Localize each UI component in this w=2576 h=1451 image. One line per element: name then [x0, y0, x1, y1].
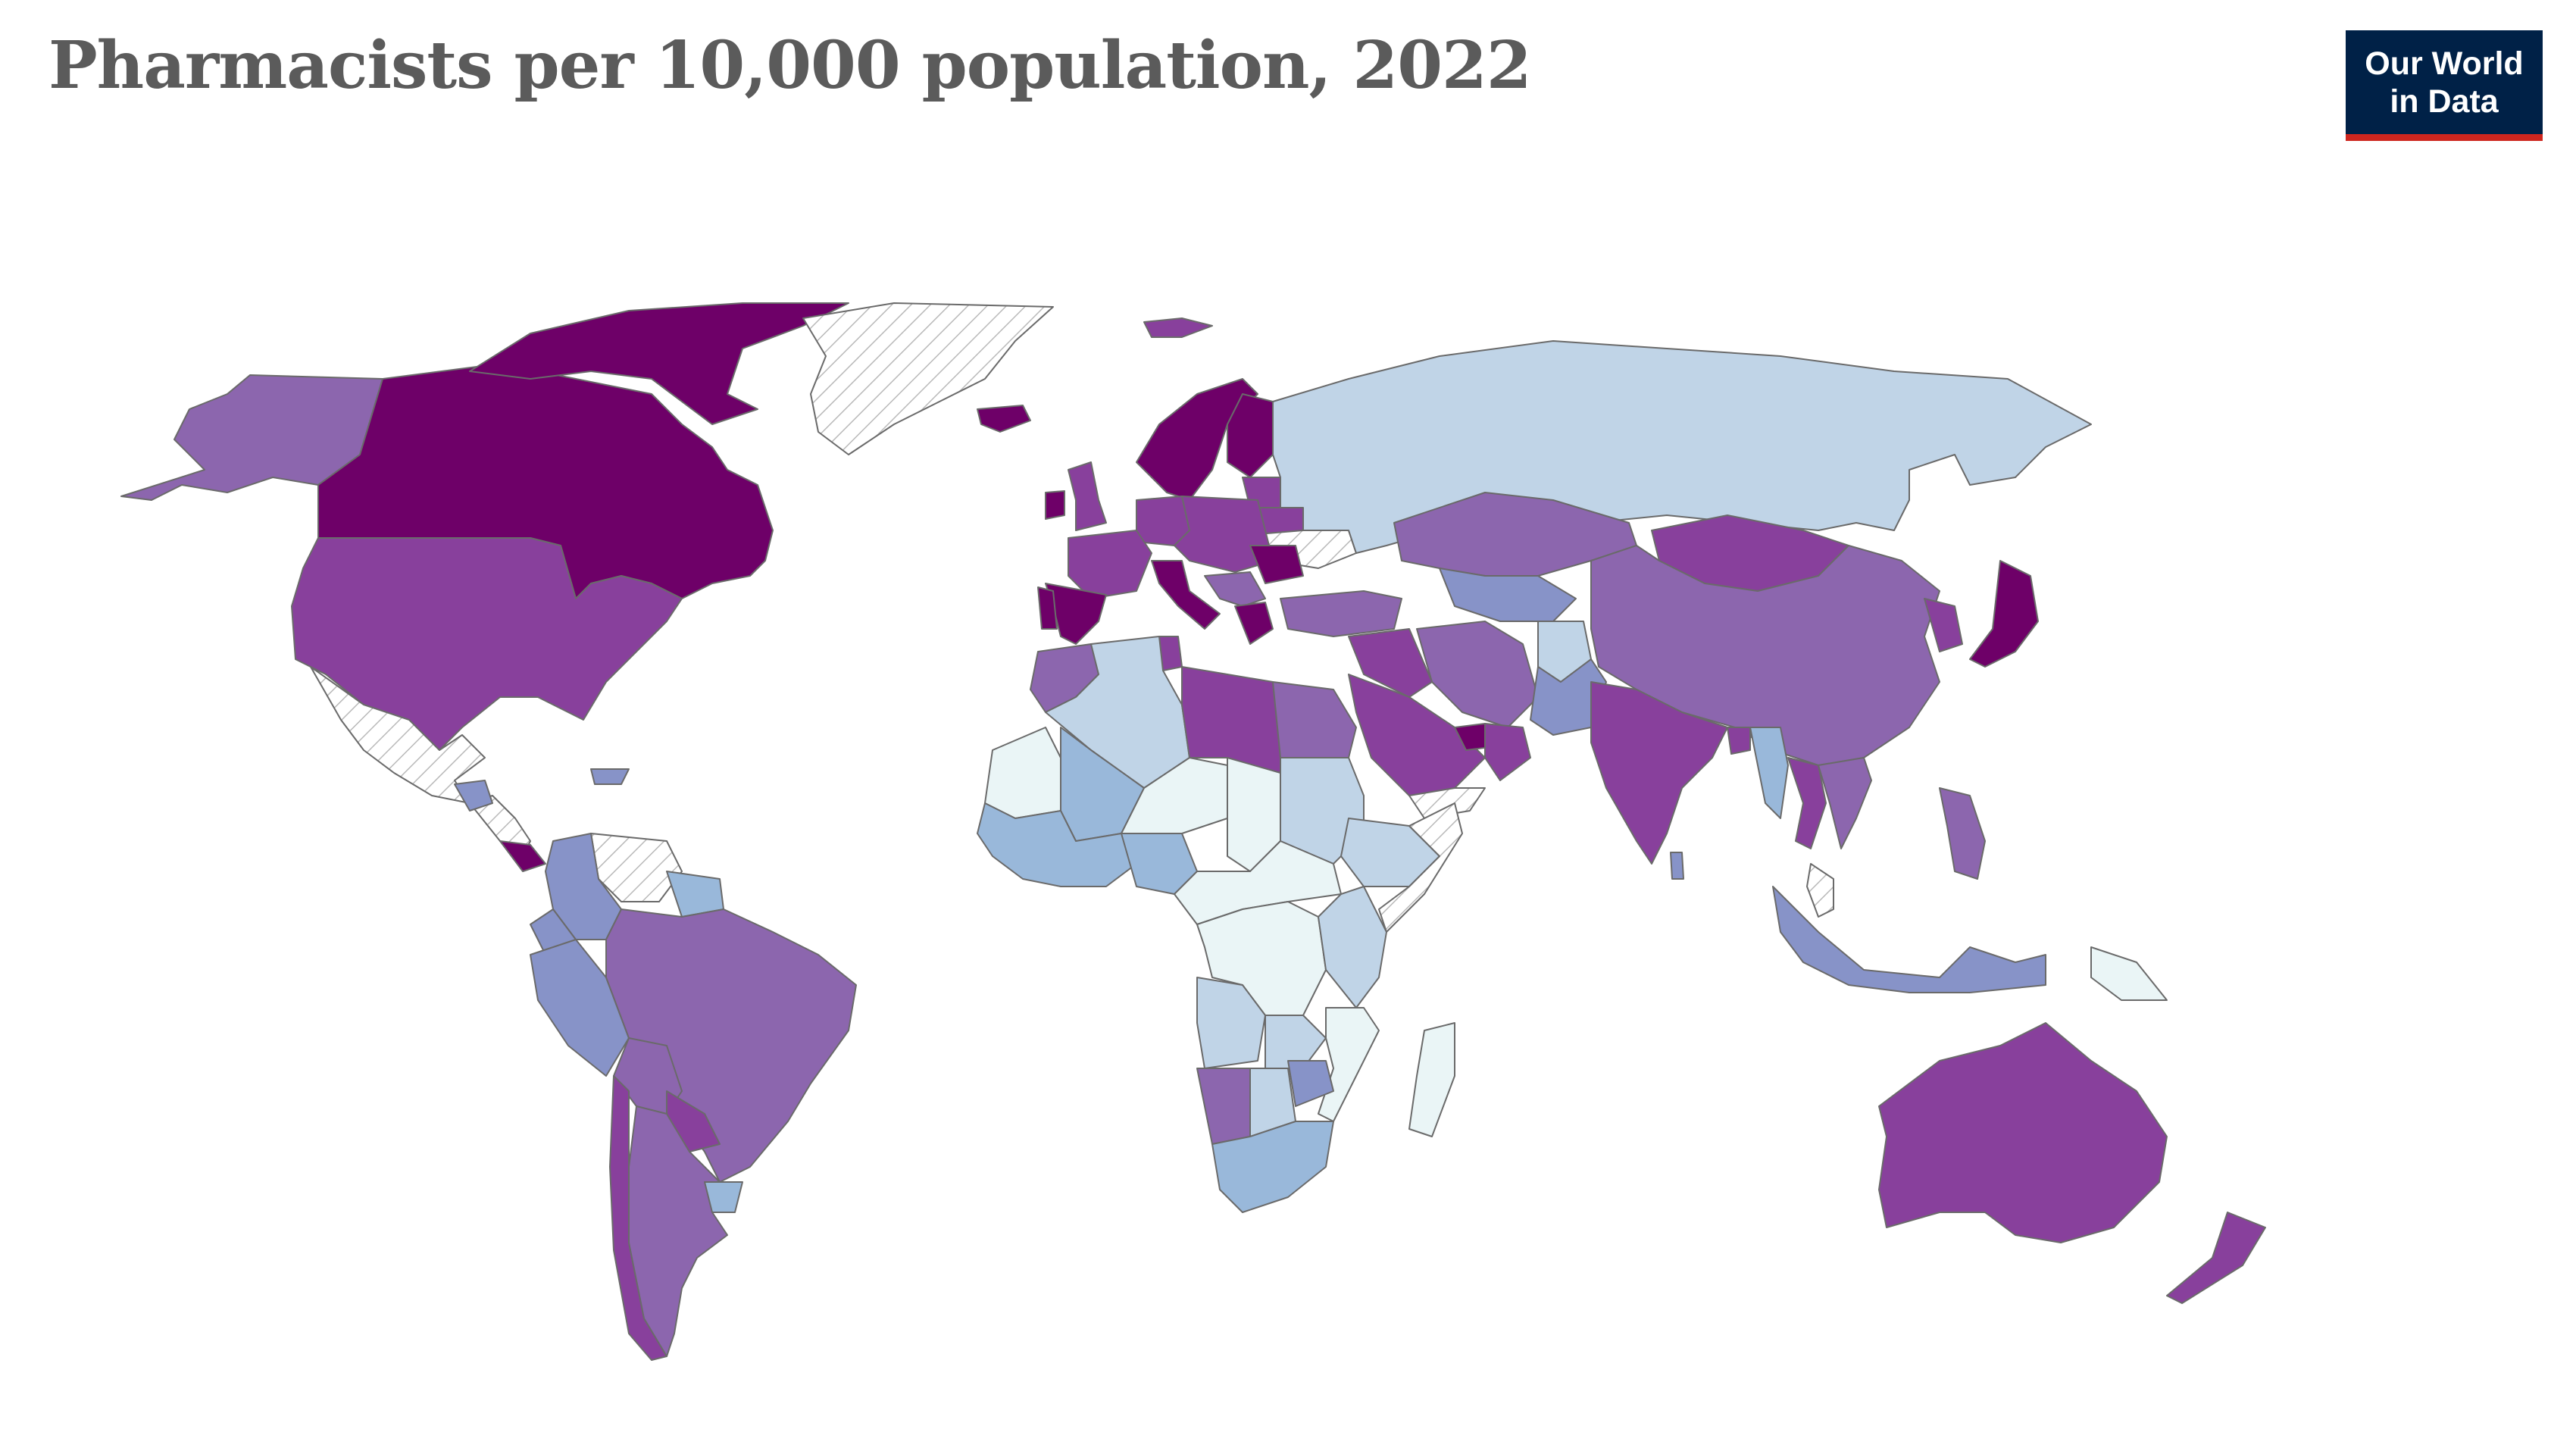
region-sri-lanka[interactable]	[1670, 852, 1684, 880]
region-angola[interactable]	[1196, 977, 1266, 1069]
region-romania[interactable]	[1249, 545, 1304, 584]
region-south-africa[interactable]	[1211, 1121, 1334, 1213]
region-zambia[interactable]	[1265, 1015, 1327, 1069]
region-turkey[interactable]	[1280, 590, 1402, 637]
region-argentina[interactable]	[628, 1105, 728, 1357]
region-arctic-canada[interactable]	[469, 302, 849, 425]
region-united-kingdom[interactable]	[1068, 461, 1107, 531]
region-vietnam-laos[interactable]	[1818, 757, 1872, 849]
region-west-africa[interactable]	[977, 802, 1137, 887]
region-central-europe[interactable]	[1174, 496, 1274, 573]
region-malaysia[interactable]	[1806, 863, 1834, 918]
region-italy[interactable]	[1151, 560, 1221, 630]
region-greece[interactable]	[1234, 602, 1274, 645]
region-iraq-syria[interactable]	[1348, 628, 1433, 698]
region-iran[interactable]	[1416, 621, 1539, 728]
region-madagascar[interactable]	[1408, 1022, 1455, 1137]
region-greenland[interactable]	[802, 302, 1054, 455]
region-mauritania[interactable]	[984, 727, 1061, 819]
region-new-zealand[interactable]	[2166, 1212, 2266, 1304]
region-iceland[interactable]	[977, 405, 1031, 433]
region-costa-rica[interactable]	[499, 840, 546, 872]
region-uruguay[interactable]	[704, 1181, 743, 1213]
region-india[interactable]	[1590, 681, 1728, 865]
region-east-africa[interactable]	[1318, 886, 1387, 1009]
region-peru[interactable]	[530, 939, 630, 1077]
region-france[interactable]	[1068, 530, 1152, 599]
region-central-asia[interactable]	[1439, 568, 1577, 622]
region-korea[interactable]	[1924, 598, 1963, 652]
region-guyana-suriname[interactable]	[666, 871, 724, 918]
region-ireland[interactable]	[1045, 490, 1065, 520]
region-united-states[interactable]	[291, 537, 683, 751]
region-portugal[interactable]	[1037, 586, 1058, 630]
region-balkans[interactable]	[1204, 571, 1266, 607]
region-namibia[interactable]	[1196, 1068, 1251, 1145]
region-indonesia[interactable]	[1772, 886, 2046, 993]
region-papua-new-guinea[interactable]	[2090, 946, 2168, 1001]
region-bangladesh[interactable]	[1727, 727, 1751, 755]
region-zimbabwe[interactable]	[1287, 1060, 1334, 1107]
chart-title: Pharmacists per 10,000 population, 2022	[48, 27, 1532, 104]
region-myanmar[interactable]	[1749, 727, 1789, 819]
region-yemen[interactable]	[1408, 787, 1486, 819]
logo-line-2: in Data	[2390, 83, 2499, 120]
region-oman[interactable]	[1484, 723, 1531, 781]
owid-logo[interactable]: Our World in Data	[2346, 30, 2543, 141]
region-hispaniola[interactable]	[590, 768, 630, 785]
region-guatemala[interactable]	[454, 780, 493, 811]
region-egypt[interactable]	[1272, 681, 1357, 758]
region-australia[interactable]	[1878, 1022, 2168, 1243]
region-svalbard[interactable]	[1143, 317, 1213, 338]
region-philippines[interactable]	[1939, 787, 1986, 880]
logo-line-1: Our World	[2365, 45, 2524, 82]
region-russia[interactable]	[1272, 340, 2092, 554]
region-libya[interactable]	[1181, 666, 1281, 774]
region-mexico[interactable]	[310, 666, 486, 804]
region-japan[interactable]	[1969, 560, 2039, 668]
